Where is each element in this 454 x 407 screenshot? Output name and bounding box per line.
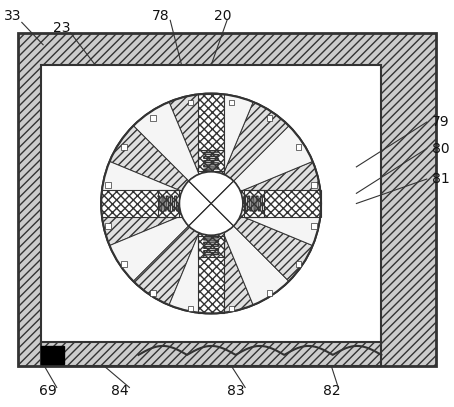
Wedge shape [101,162,182,204]
Bar [41,65,381,344]
Polygon shape [238,190,321,217]
Wedge shape [133,226,199,305]
Bar [311,223,317,229]
Text: 79: 79 [432,115,449,129]
Bar [121,144,127,150]
Text: 83: 83 [227,384,245,398]
Bar [296,144,301,150]
Text: 81: 81 [431,172,449,186]
Circle shape [179,172,243,235]
Wedge shape [169,94,211,174]
Text: 84: 84 [112,384,129,398]
Wedge shape [233,216,313,281]
Bar [266,115,272,121]
Text: 69: 69 [39,384,57,398]
Wedge shape [133,102,199,181]
Bar [121,261,127,267]
Text: 82: 82 [323,384,340,398]
Wedge shape [109,126,189,191]
Bar [188,306,193,311]
Wedge shape [169,233,211,313]
Text: 20: 20 [214,9,231,23]
Bar [150,290,156,296]
Polygon shape [198,94,224,177]
Bar [150,115,156,121]
Bar [188,100,193,105]
Wedge shape [241,162,321,204]
Wedge shape [211,233,253,313]
Circle shape [101,94,321,313]
Bar [18,33,436,366]
Wedge shape [109,216,189,281]
Polygon shape [101,190,184,217]
Wedge shape [241,204,321,245]
Wedge shape [233,126,313,191]
Bar [266,290,272,296]
Bar [105,182,111,188]
Bar [105,223,111,229]
Bar [41,342,381,366]
Bar [41,346,64,364]
Polygon shape [198,230,224,313]
Bar [311,182,317,188]
Wedge shape [223,226,289,305]
Bar [296,261,301,267]
Bar [229,100,234,105]
Text: 78: 78 [153,9,170,23]
Wedge shape [211,94,253,174]
Bar [229,306,234,311]
Wedge shape [223,102,289,181]
Text: 80: 80 [432,142,449,155]
Wedge shape [101,204,182,245]
Text: 33: 33 [4,9,21,23]
Text: 23: 23 [53,22,70,35]
